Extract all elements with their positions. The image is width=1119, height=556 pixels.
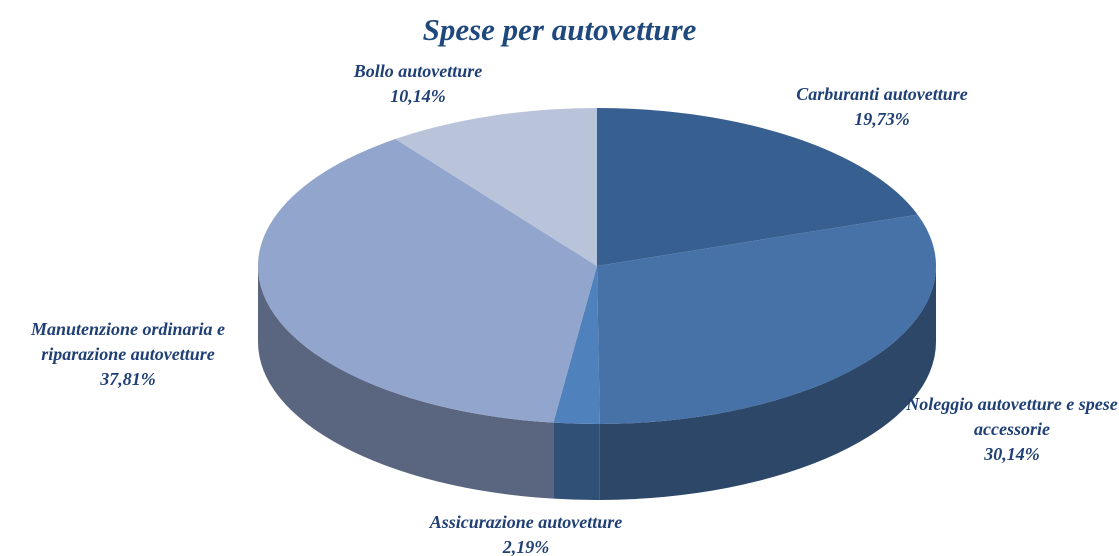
pie-slice-side xyxy=(258,266,554,499)
pie-slice-side xyxy=(599,266,936,500)
pie-slice xyxy=(395,108,597,266)
slice-value-label: 37,81% xyxy=(100,369,156,389)
chart-title: Spese per autovetture xyxy=(422,12,697,47)
pie-slice xyxy=(553,266,600,425)
pie-slice xyxy=(597,214,936,424)
slice-label: Noleggio autovetture e spese accessorie xyxy=(906,394,1118,439)
slice-value-label: 30,14% xyxy=(984,444,1040,464)
slice-label: Carburanti autovetture xyxy=(796,84,968,104)
slice-label: Manutenzione ordinaria e riparazione aut… xyxy=(30,319,226,364)
slice-value-label: 2,19% xyxy=(502,537,550,556)
slice-label: Bollo autovetture xyxy=(353,61,483,81)
pie-slice xyxy=(257,138,597,423)
pie-slice-side xyxy=(553,422,600,500)
slice-value-label: 19,73% xyxy=(854,109,910,129)
slice-value-label: 10,14% xyxy=(390,86,446,106)
pie-slice xyxy=(597,108,918,266)
slice-label: Assicurazione autovetture xyxy=(429,512,623,532)
